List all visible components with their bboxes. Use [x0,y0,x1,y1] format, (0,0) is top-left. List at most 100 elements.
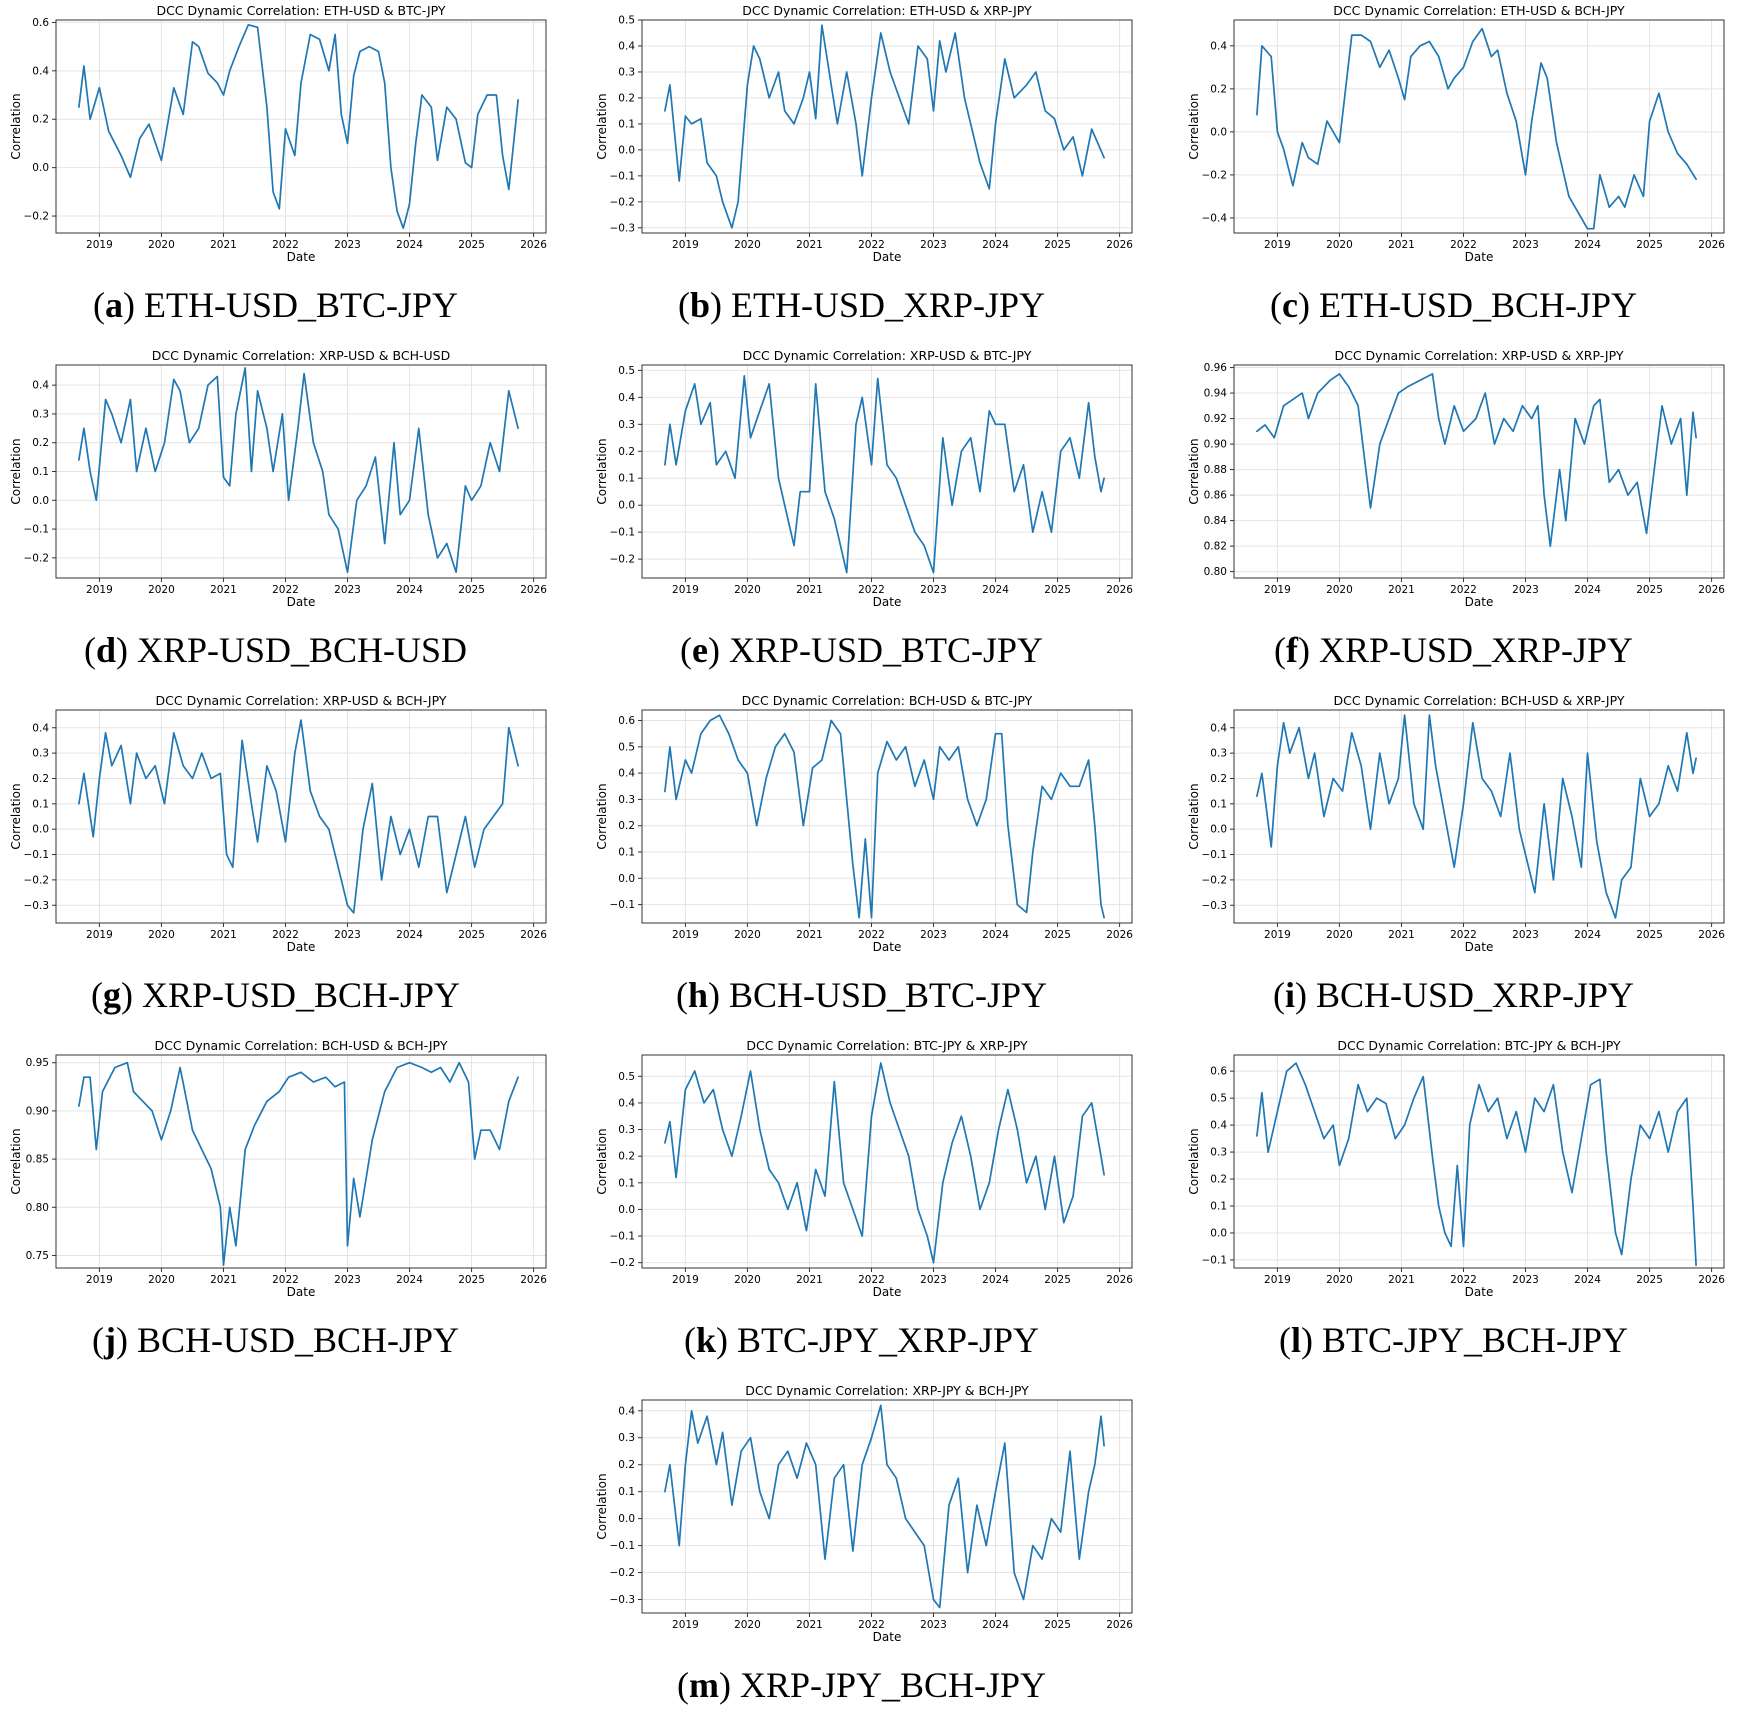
x-axis-label: Date [873,250,902,264]
y-tick-label: 0.0 [1210,824,1227,836]
x-tick-label: 2022 [858,584,885,596]
x-tick-label: 2025 [458,929,485,941]
y-tick-label: 0.0 [1210,1227,1227,1239]
y-tick-label: −0.1 [1202,1254,1228,1266]
caption-text-m: XRP-JPY_BCH-JPY [739,1665,1047,1705]
x-tick-label: 2020 [734,1274,761,1286]
caption-a: (a) ETH-USD_BTC-JPY [92,285,458,325]
correlation-series-line [664,1404,1105,1609]
chart-c: −0.4 −0.2 0.0 0.2 0.4 2019 2020 2021 2022 2023 202… [1187,3,1725,264]
chart-title: DCC Dynamic Correlation: BCH-USD & BTC-J… [742,693,1033,708]
plot-frame [55,709,547,924]
x-tick-label: 2021 [210,584,237,596]
y-tick-label: 0.1 [618,847,635,859]
y-axis-label: Correlation [1187,93,1201,159]
panel-a: −0.2 0.0 0.2 0.4 0.6 2019 2020 2021 2022 2023 2024… [8,0,547,345]
chart-title: DCC Dynamic Correlation: BTC-JPY & BCH-J… [1337,1038,1621,1053]
chart-title: DCC Dynamic Correlation: BTC-JPY & XRP-J… [746,1038,1028,1053]
plot-frame [641,19,1133,234]
y-tick-label: 0.3 [618,419,635,431]
x-tick-label: 2022 [272,584,299,596]
x-tick-label: 2019 [1264,239,1291,251]
y-tick-label: 0.3 [618,66,635,78]
x-tick-label: 2022 [1450,239,1477,251]
y-tick-label: 0.96 [1204,362,1228,374]
x-tick-label: 2025 [1636,584,1663,596]
x-tick-label: 2025 [1044,584,1071,596]
x-tick-label: 2023 [1512,239,1539,251]
correlation-series-line [78,367,519,574]
x-tick-label: 2025 [1044,929,1071,941]
x-tick-label: 2020 [148,929,175,941]
x-axis-label: Date [287,595,316,609]
x-tick-label: 2025 [1044,1274,1071,1286]
x-axis-label: Date [873,1285,902,1299]
caption-letter-m: m [688,1665,719,1705]
x-tick-label: 2019 [86,929,113,941]
y-tick-label: 0.94 [1204,388,1228,400]
x-tick-label: 2026 [1106,239,1133,251]
correlation-series-line [1256,373,1697,547]
caption-l: (l) BTC-JPY_BCH-JPY [1278,1320,1629,1360]
x-tick-label: 2020 [148,1274,175,1286]
y-tick-label: 0.1 [618,1486,635,1498]
x-tick-label: 2020 [734,929,761,941]
x-tick-label: 2020 [148,584,175,596]
x-tick-label: 2021 [1388,584,1415,596]
y-tick-label: 0.0 [618,873,635,885]
y-tick-label: 0.80 [26,1202,49,1214]
panel-f: 0.80 0.82 0.84 0.86 0.88 0.90 0.92 0.94 0.96 2019… [1186,345,1725,690]
caption-letter-i: i [1284,975,1295,1015]
x-tick-label: 2019 [1264,929,1291,941]
y-axis-label: Correlation [1187,783,1201,849]
y-tick-label: −0.1 [24,849,50,861]
chart-title: DCC Dynamic Correlation: ETH-USD & BTC-J… [156,3,445,18]
x-tick-label: 2023 [920,1619,947,1631]
x-tick-label: 2020 [1326,1274,1353,1286]
caption-text-f: XRP-USD_XRP-JPY [1318,630,1634,670]
x-tick-label: 2026 [1106,1274,1133,1286]
caption-letter-g: g [102,975,121,1015]
y-axis-label: Correlation [9,93,23,159]
plot-frame [1233,19,1725,234]
x-axis-label: Date [1465,1285,1494,1299]
x-tick-label: 2024 [1574,239,1601,251]
y-tick-label: −0.2 [610,196,636,208]
caption-letter-e: e [691,630,708,670]
x-tick-label: 2019 [86,1274,113,1286]
x-tick-label: 2023 [920,1274,947,1286]
y-tick-label: 0.5 [618,1071,635,1083]
caption-text-h: BCH-USD_BTC-JPY [728,975,1048,1015]
y-tick-label: 0.2 [618,1151,635,1163]
x-axis-label: Date [287,1285,316,1299]
x-tick-label: 2024 [1574,929,1601,941]
correlation-series-line [78,1061,519,1266]
caption-letter-l: l [1290,1320,1301,1360]
x-tick-label: 2019 [1264,584,1291,596]
x-tick-label: 2024 [982,929,1009,941]
plot-frame [1233,1054,1725,1269]
y-tick-label: −0.3 [610,222,636,234]
x-tick-label: 2022 [858,239,885,251]
y-tick-label: −0.1 [610,170,636,182]
y-axis-label: Correlation [1187,438,1201,504]
y-tick-label: 0.86 [1204,490,1228,502]
x-tick-label: 2026 [1698,584,1725,596]
y-tick-label: 0.3 [1210,748,1227,760]
y-tick-label: 0.4 [32,65,49,77]
x-tick-label: 2021 [210,929,237,941]
y-tick-label: 0.2 [32,773,49,785]
x-tick-label: 2025 [458,1274,485,1286]
y-axis-label: Correlation [595,438,609,504]
y-tick-label: 0.0 [1210,126,1227,138]
chart-f: 0.80 0.82 0.84 0.86 0.88 0.90 0.92 0.94 0.96 2019… [1187,348,1725,609]
x-tick-label: 2021 [796,584,823,596]
chart-e: −0.2 −0.1 0.0 0.1 0.2 0.3 0.4 0.5 2019 2020 2021 20… [595,348,1133,609]
chart-i: −0.3 −0.2 −0.1 0.0 0.1 0.2 0.3 0.4 2019 2020 2021 2… [1187,693,1725,954]
x-tick-label: 2020 [734,584,761,596]
y-tick-label: 0.0 [32,162,49,174]
y-tick-label: −0.2 [610,1567,636,1579]
y-tick-label: 0.2 [1210,1174,1227,1186]
panel-m: −0.3 −0.2 −0.1 0.0 0.1 0.2 0.3 0.4 2019 2020 2021 2… [594,1380,1133,1725]
panel-l: −0.1 0.0 0.1 0.2 0.3 0.4 0.5 0.6 2019 2020 2021 202… [1186,1035,1725,1380]
